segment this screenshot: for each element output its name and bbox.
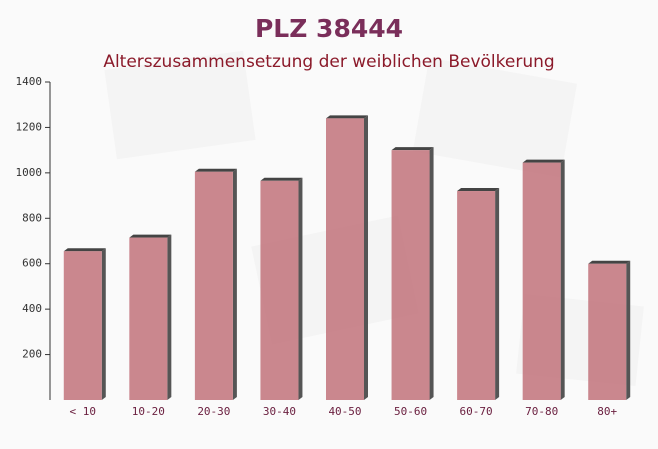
bar-shadow [260,177,303,181]
x-tick-label: 70-80 [525,405,558,418]
bar-shadow [232,168,237,400]
x-tick-label: 50-60 [394,405,427,418]
bar-shadow [298,177,303,400]
bar-shadow [194,168,237,172]
x-tick-label: 10-20 [132,405,165,418]
bar-shadow [391,147,434,151]
y-tick-label: 600 [22,257,42,270]
y-tick-label: 1000 [16,166,43,179]
bar-shadow [326,115,368,119]
y-tick-label: 1400 [16,75,43,88]
bar-shadow [560,159,565,400]
x-tick-label: < 10 [70,405,97,418]
bar-shadow [129,234,172,238]
bar [63,251,102,400]
bar-shadow [167,234,172,400]
bar [326,118,364,400]
y-tick-label: 400 [22,302,42,315]
bar [129,237,168,400]
bar [588,263,627,400]
bar-shadow [626,260,631,400]
bar [457,191,496,400]
bar [391,150,430,400]
bar-shadow [522,159,565,163]
x-tick-label: 40-50 [328,405,361,418]
x-tick-label: 20-30 [197,405,230,418]
bar [260,180,299,400]
x-tick-label: 80+ [597,405,617,418]
bar-shadow [457,188,500,192]
bar-shadow [101,248,106,400]
x-tick-label: 30-40 [263,405,296,418]
bar-shadow [429,147,434,400]
chart-title: PLZ 38444 [255,14,403,43]
y-tick-label: 200 [22,348,42,361]
y-tick-label: 800 [22,211,42,224]
bar-shadow [495,188,500,400]
bar-shadow [63,248,106,252]
bar [522,162,561,400]
bar [194,171,233,400]
bar-shadow [588,260,631,264]
x-tick-label: 60-70 [460,405,493,418]
y-tick-label: 1200 [16,120,43,133]
chart-subtitle: Alterszusammensetzung der weiblichen Bev… [103,52,554,72]
bar-shadow [364,115,368,400]
